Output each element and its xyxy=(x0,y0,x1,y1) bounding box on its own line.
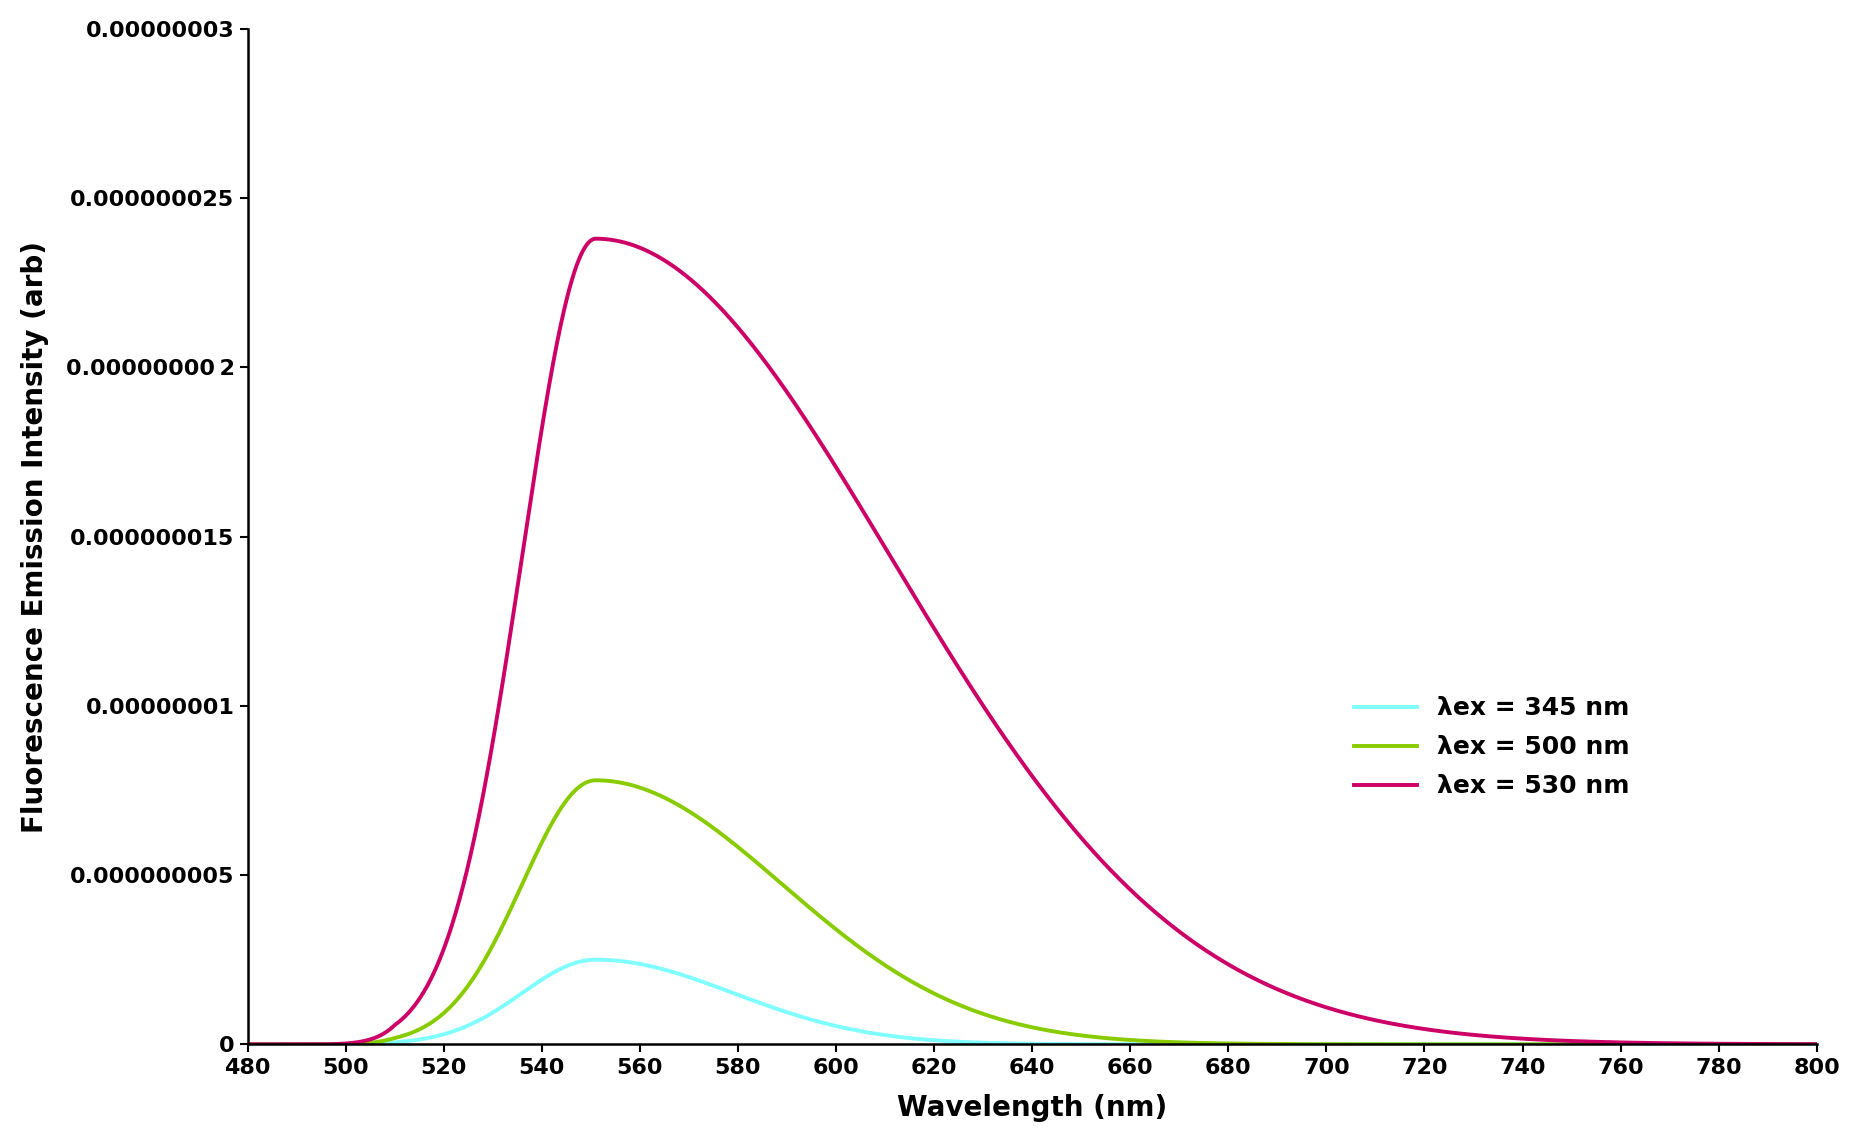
λex = 500 nm xyxy=(584,774,607,788)
Legend: λex = 345 nm, λex = 500 nm, λex = 530 nm: λex = 345 nm, λex = 500 nm, λex = 530 nm xyxy=(1344,687,1640,808)
λex = 345 nm xyxy=(839,1022,862,1036)
λex = 530 nm xyxy=(236,1038,259,1052)
λex = 500 nm xyxy=(1606,1038,1628,1052)
λex = 500 nm xyxy=(1805,1038,1828,1052)
λex = 500 nm xyxy=(1775,1038,1798,1052)
Line: λex = 500 nm: λex = 500 nm xyxy=(248,781,1816,1045)
λex = 345 nm xyxy=(508,988,530,1001)
λex = 530 nm xyxy=(906,596,929,609)
λex = 345 nm xyxy=(1606,1038,1628,1052)
λex = 500 nm xyxy=(839,933,862,946)
Y-axis label: Fluorescence Emission Intensity (arb): Fluorescence Emission Intensity (arb) xyxy=(20,240,48,832)
λex = 530 nm xyxy=(508,566,530,580)
λex = 530 nm xyxy=(1805,1038,1828,1052)
λex = 345 nm xyxy=(584,953,607,967)
λex = 345 nm xyxy=(1805,1038,1828,1052)
λex = 530 nm xyxy=(839,482,862,496)
λex = 500 nm xyxy=(415,1018,437,1032)
λex = 530 nm xyxy=(584,232,607,246)
λex = 345 nm xyxy=(906,1032,929,1046)
λex = 530 nm xyxy=(1775,1037,1798,1050)
λex = 530 nm xyxy=(1606,1036,1628,1049)
Line: λex = 345 nm: λex = 345 nm xyxy=(248,960,1816,1045)
λex = 500 nm xyxy=(236,1038,259,1052)
λex = 345 nm xyxy=(1775,1038,1798,1052)
Line: λex = 530 nm: λex = 530 nm xyxy=(248,239,1816,1045)
λex = 530 nm xyxy=(415,981,437,994)
λex = 500 nm xyxy=(906,978,929,992)
λex = 500 nm xyxy=(508,882,530,896)
X-axis label: Wavelength (nm): Wavelength (nm) xyxy=(897,1094,1167,1122)
λex = 345 nm xyxy=(236,1038,259,1052)
λex = 345 nm xyxy=(415,1031,437,1045)
